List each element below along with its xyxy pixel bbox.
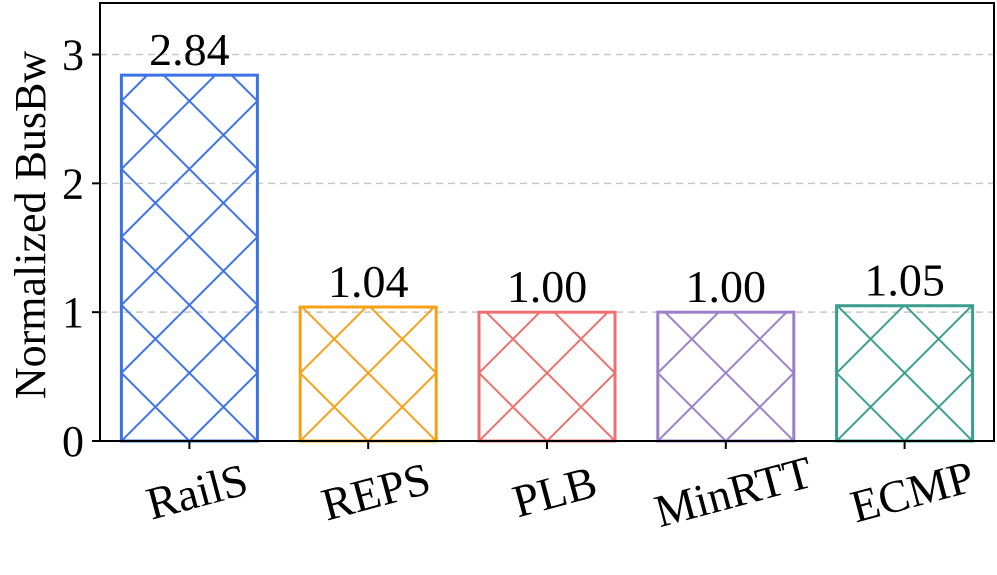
x-tick-label-reps: REPS bbox=[316, 453, 435, 531]
data-label-plb: 1.00 bbox=[507, 261, 588, 312]
y-tick-label: 3 bbox=[62, 31, 84, 80]
x-tick-label-ecmp: ECMP bbox=[845, 451, 979, 533]
data-labels: 2.84 1.04 1.00 1.00 1.05 bbox=[149, 24, 945, 312]
x-tick-label-plb: PLB bbox=[507, 456, 602, 527]
bar-reps bbox=[298, 305, 438, 443]
bar-minrtt bbox=[656, 310, 796, 443]
y-tick-label: 1 bbox=[62, 288, 84, 337]
bar-rails bbox=[119, 73, 259, 443]
data-label-reps: 1.04 bbox=[328, 256, 409, 307]
x-tick-label-rails: RailS bbox=[141, 454, 253, 530]
bar-ecmp bbox=[835, 304, 975, 443]
y-tick-label: 2 bbox=[62, 159, 84, 208]
bar-plb bbox=[477, 310, 617, 443]
bars bbox=[119, 73, 975, 443]
x-ticks: RailS REPS PLB MinRTT ECMP bbox=[141, 441, 979, 537]
data-label-ecmp: 1.05 bbox=[864, 255, 945, 306]
x-tick-label-minrtt: MinRTT bbox=[649, 446, 818, 537]
y-tick-label: 0 bbox=[62, 417, 84, 466]
y-ticks: 0 1 2 3 bbox=[62, 31, 100, 466]
data-label-rails: 2.84 bbox=[149, 24, 230, 75]
y-axis-label: Normalized BusBw bbox=[6, 51, 55, 400]
data-label-minrtt: 1.00 bbox=[686, 261, 767, 312]
